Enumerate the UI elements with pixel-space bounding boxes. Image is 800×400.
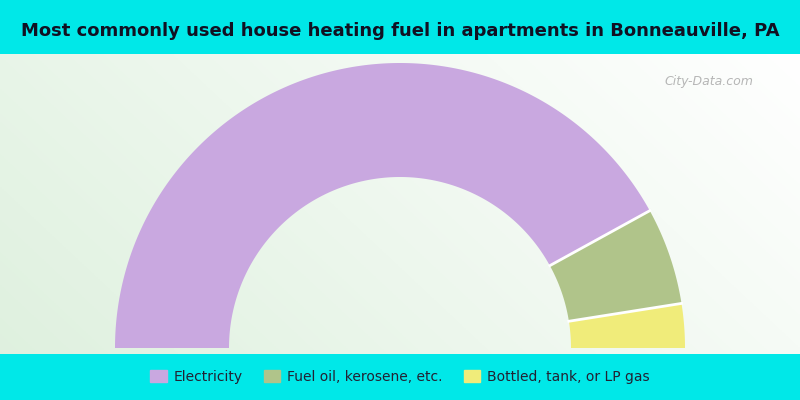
Text: City-Data.com: City-Data.com [664,75,753,88]
Legend: Electricity, Fuel oil, kerosene, etc., Bottled, tank, or LP gas: Electricity, Fuel oil, kerosene, etc., B… [145,364,655,390]
Polygon shape [115,63,650,348]
Text: Most commonly used house heating fuel in apartments in Bonneauville, PA: Most commonly used house heating fuel in… [21,22,779,40]
Polygon shape [569,304,685,348]
Polygon shape [550,211,682,321]
